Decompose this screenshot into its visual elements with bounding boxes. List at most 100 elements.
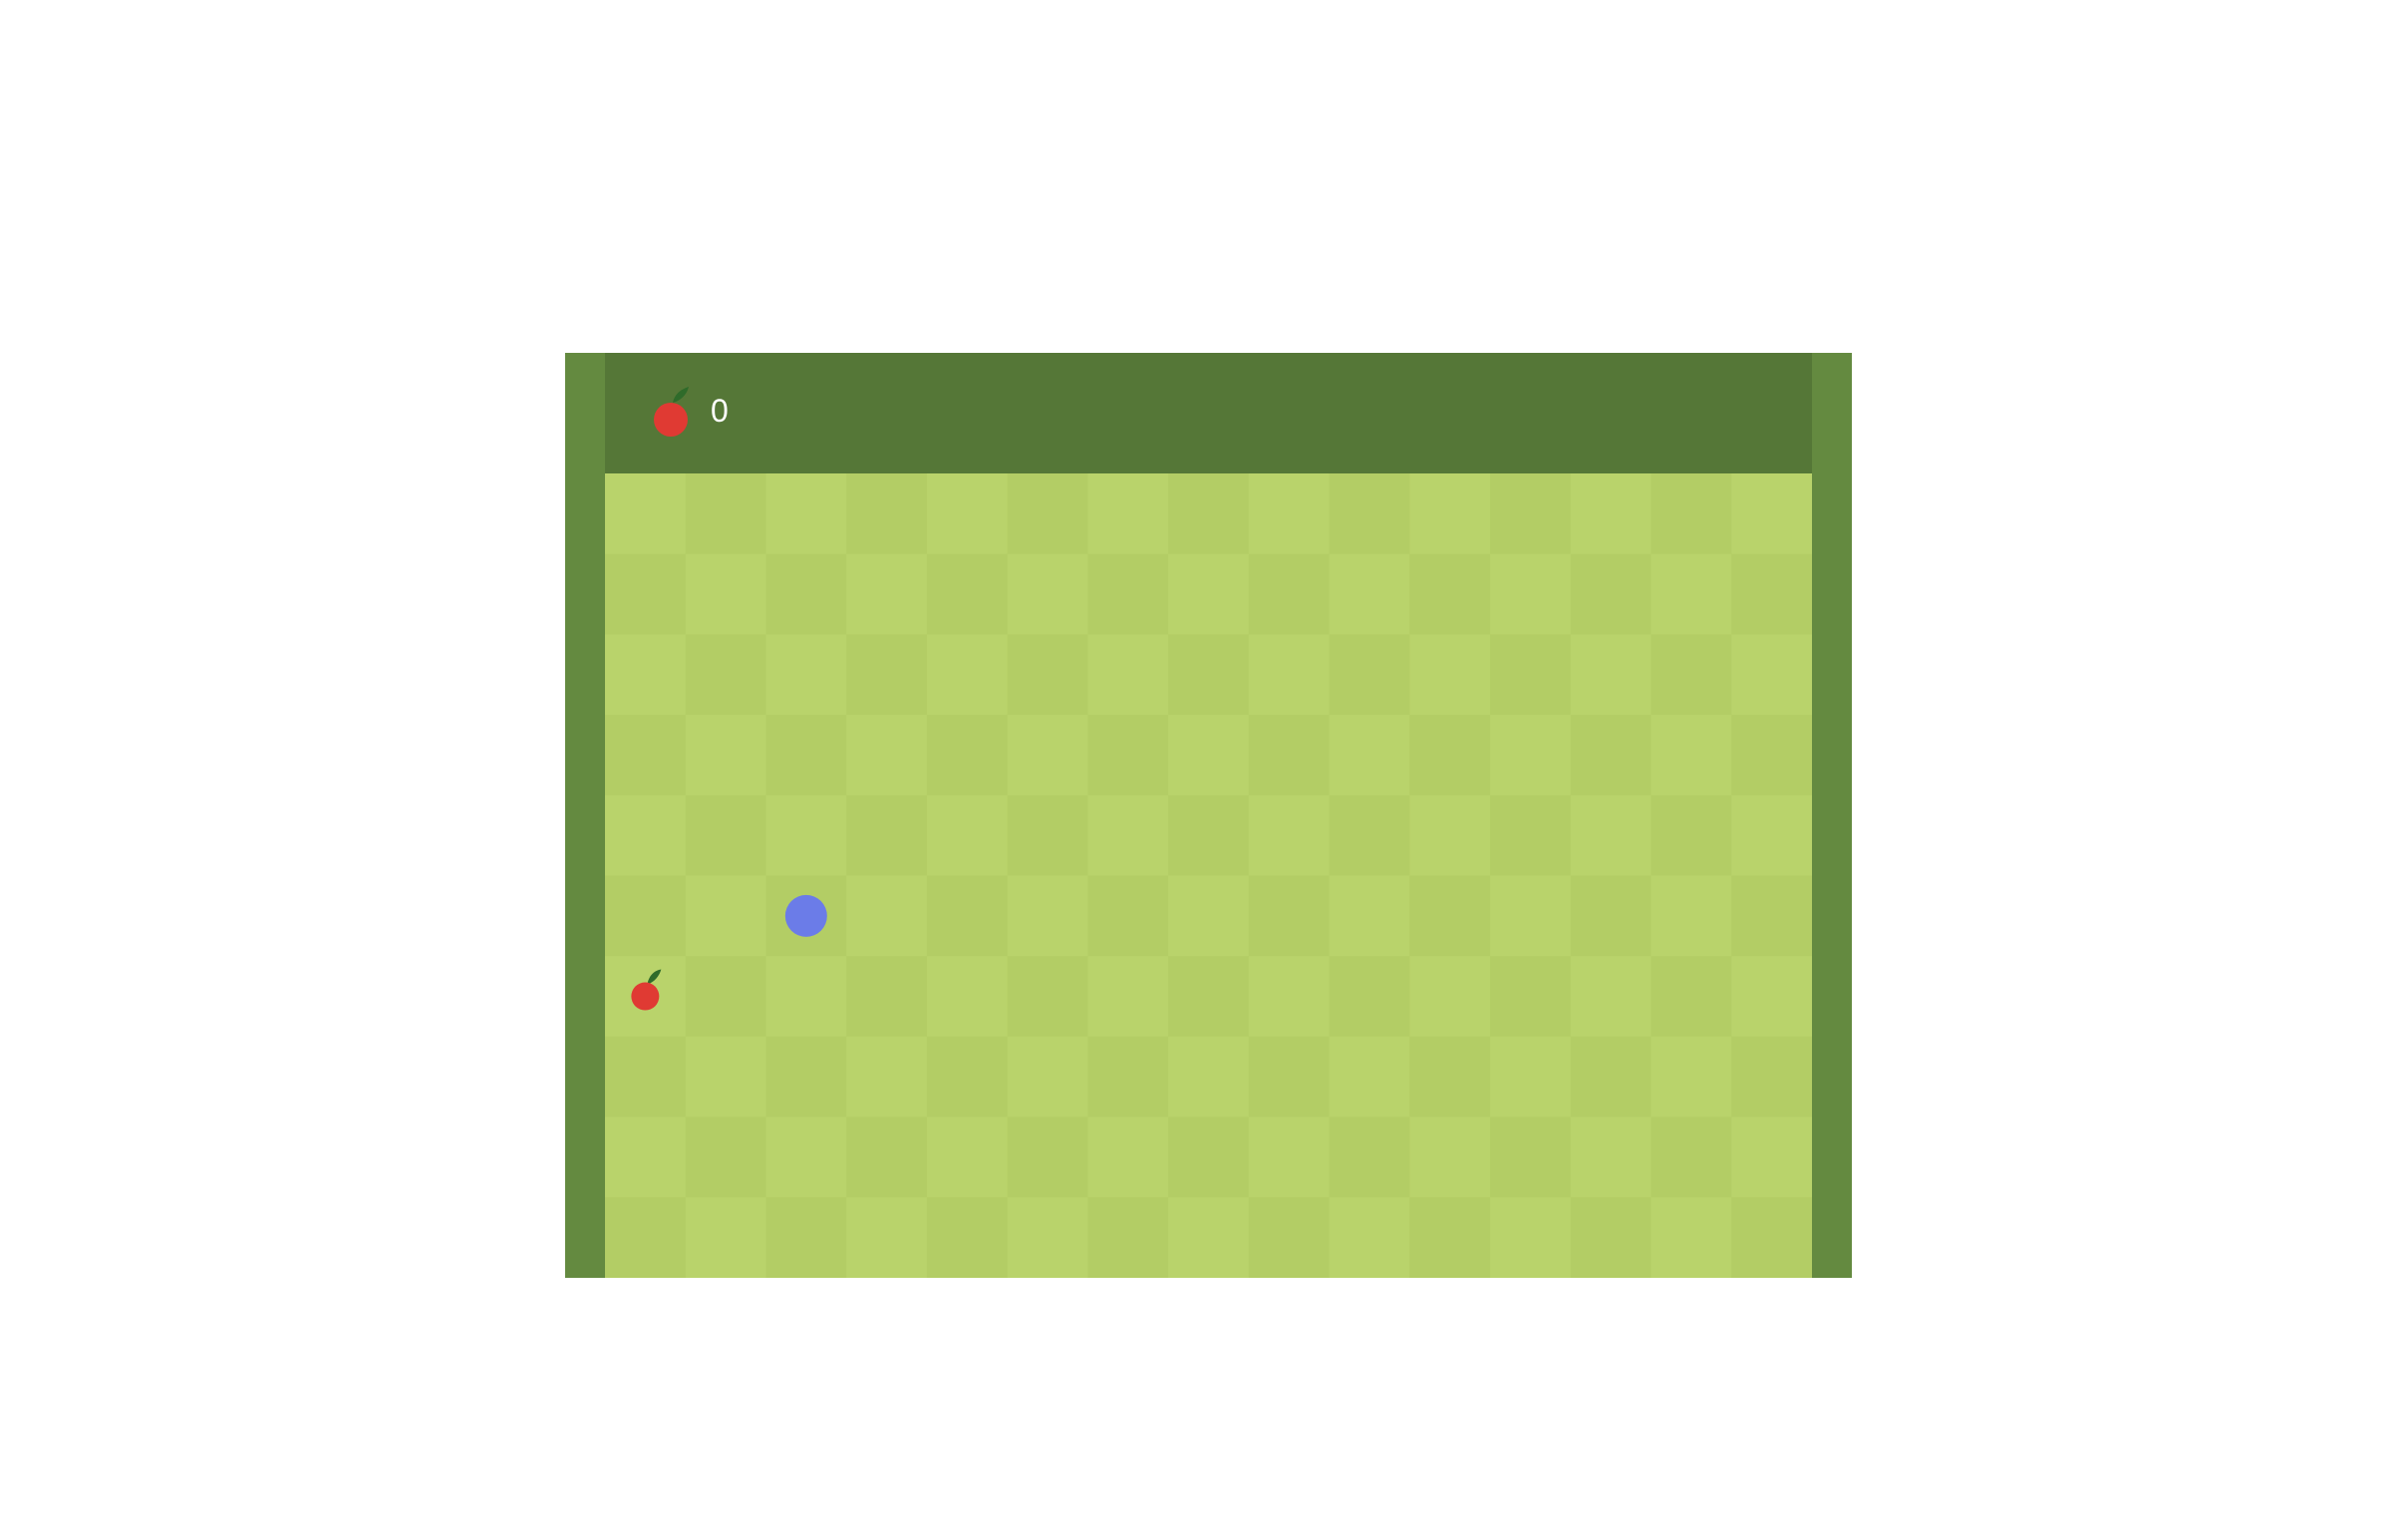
board-cell [605,795,686,876]
board-cell [765,473,846,554]
snake-head [785,895,827,937]
board-cell [605,634,686,715]
board-cell [1571,473,1652,554]
board-cell [1330,554,1410,635]
board-cell [1249,554,1330,635]
board-cell [1087,1037,1168,1117]
board-cell [1571,1037,1652,1117]
board-cell [1168,1197,1249,1278]
board-cell [686,554,766,635]
board-cell [846,473,927,554]
board-cell [765,795,846,876]
board-cell [1087,715,1168,795]
board-cell [1490,795,1571,876]
board-cell [686,1037,766,1117]
board-cell [1249,1197,1330,1278]
game-frame: 0 [565,353,1852,1278]
board-cell [1008,1037,1088,1117]
board-cell [1409,795,1490,876]
board-cell [1571,956,1652,1037]
board-cell [1731,956,1812,1037]
board-cell [1168,1037,1249,1117]
board-cell [1008,715,1088,795]
board-cell [686,1197,766,1278]
board-cell [1409,554,1490,635]
board-cell [1249,956,1330,1037]
board-cell [1409,876,1490,957]
board-cell [846,634,927,715]
board-cell [605,715,686,795]
board-cell [1330,1037,1410,1117]
board-cell [1409,956,1490,1037]
board-cell [1409,1197,1490,1278]
board-cell [927,634,1008,715]
board-cell [686,956,766,1037]
board-cell [765,1037,846,1117]
board-cell [846,795,927,876]
board-cell [1731,715,1812,795]
board-cell [1409,634,1490,715]
board-cell [1652,956,1732,1037]
board-cell [1652,795,1732,876]
board-cell [1330,715,1410,795]
board-cell [1168,956,1249,1037]
board-cell [846,956,927,1037]
board-cell [1652,1037,1732,1117]
board-cell [1087,956,1168,1037]
board-cell [927,715,1008,795]
board-cell [1330,956,1410,1037]
board-cell [1249,795,1330,876]
board-cell [1087,795,1168,876]
board-cell [1652,1197,1732,1278]
board-cell [1409,1037,1490,1117]
board-cell [1571,795,1652,876]
board-cell [765,1197,846,1278]
board-cell [1490,554,1571,635]
board-cell [1652,715,1732,795]
board-cell [1168,715,1249,795]
board-cell [1571,876,1652,957]
board-cell [927,1197,1008,1278]
board-cell [1087,634,1168,715]
board-cell [927,1117,1008,1198]
board-cell [1330,795,1410,876]
board-cell [1087,1197,1168,1278]
board-cell [765,634,846,715]
board-cell [686,634,766,715]
board-cell [1731,795,1812,876]
board-cell [1087,1117,1168,1198]
board-cell [1087,554,1168,635]
board-cell [605,473,686,554]
board-cell [1731,876,1812,957]
board-cell [686,715,766,795]
board-cell [1008,1117,1088,1198]
board-cell [1008,473,1088,554]
board-cell [927,876,1008,957]
board-cell [686,876,766,957]
board-cell [1168,554,1249,635]
board-cell [1490,876,1571,957]
score-counter: 0 [711,391,729,431]
board-cell [846,1197,927,1278]
board-cell [765,554,846,635]
board-cell [1249,715,1330,795]
board-cell [927,554,1008,635]
board-cell [1652,554,1732,635]
board-grid [605,473,1812,1278]
game-board[interactable] [605,473,1812,1278]
board-cell [1008,1197,1088,1278]
board-cell [846,1037,927,1117]
board-cell [1008,554,1088,635]
board-cell [1652,876,1732,957]
board-cell [1330,634,1410,715]
board-cell [605,1117,686,1198]
board-cell [1652,634,1732,715]
board-cell [605,1037,686,1117]
board-cell [1249,634,1330,715]
board-cell [1409,715,1490,795]
board-cell [1571,634,1652,715]
board-cell [1571,1117,1652,1198]
board-cell [605,876,686,957]
board-cell [1571,1197,1652,1278]
